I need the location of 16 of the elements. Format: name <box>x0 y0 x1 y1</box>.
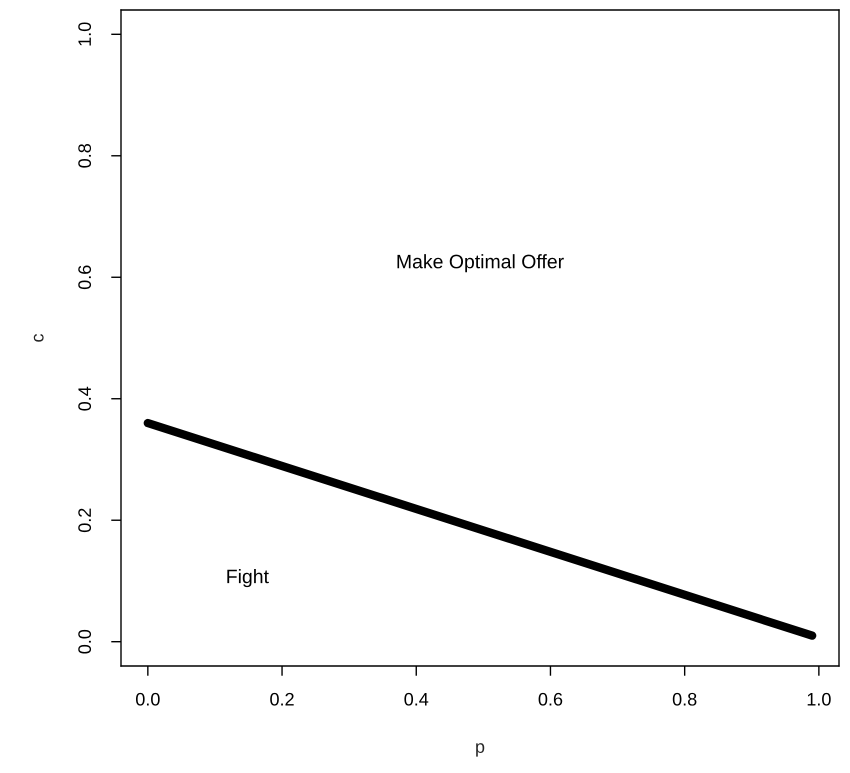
x-tick-label: 0.6 <box>538 692 562 706</box>
x-tick-label: 1.0 <box>808 692 831 706</box>
x-tick-label: 0.4 <box>404 692 428 706</box>
y-tick-label: 0.8 <box>78 144 92 168</box>
y-tick-label: 0.2 <box>78 508 92 532</box>
x-tick-label: 0.8 <box>672 692 696 706</box>
y-tick-label: 0.6 <box>78 266 92 290</box>
x-tick-label: 0.0 <box>136 692 160 706</box>
y-axis-title: c <box>34 334 44 342</box>
y-tick-label: 0.4 <box>78 386 92 411</box>
y-tick-label: 1.0 <box>78 22 92 46</box>
x-axis-title: p <box>476 743 484 757</box>
x-tick-label: 0.2 <box>270 692 294 706</box>
annotation: Fight <box>227 569 269 588</box>
annotation: Make Optimal Offer <box>397 254 564 272</box>
y-tick-label: 0.0 <box>78 630 92 654</box>
